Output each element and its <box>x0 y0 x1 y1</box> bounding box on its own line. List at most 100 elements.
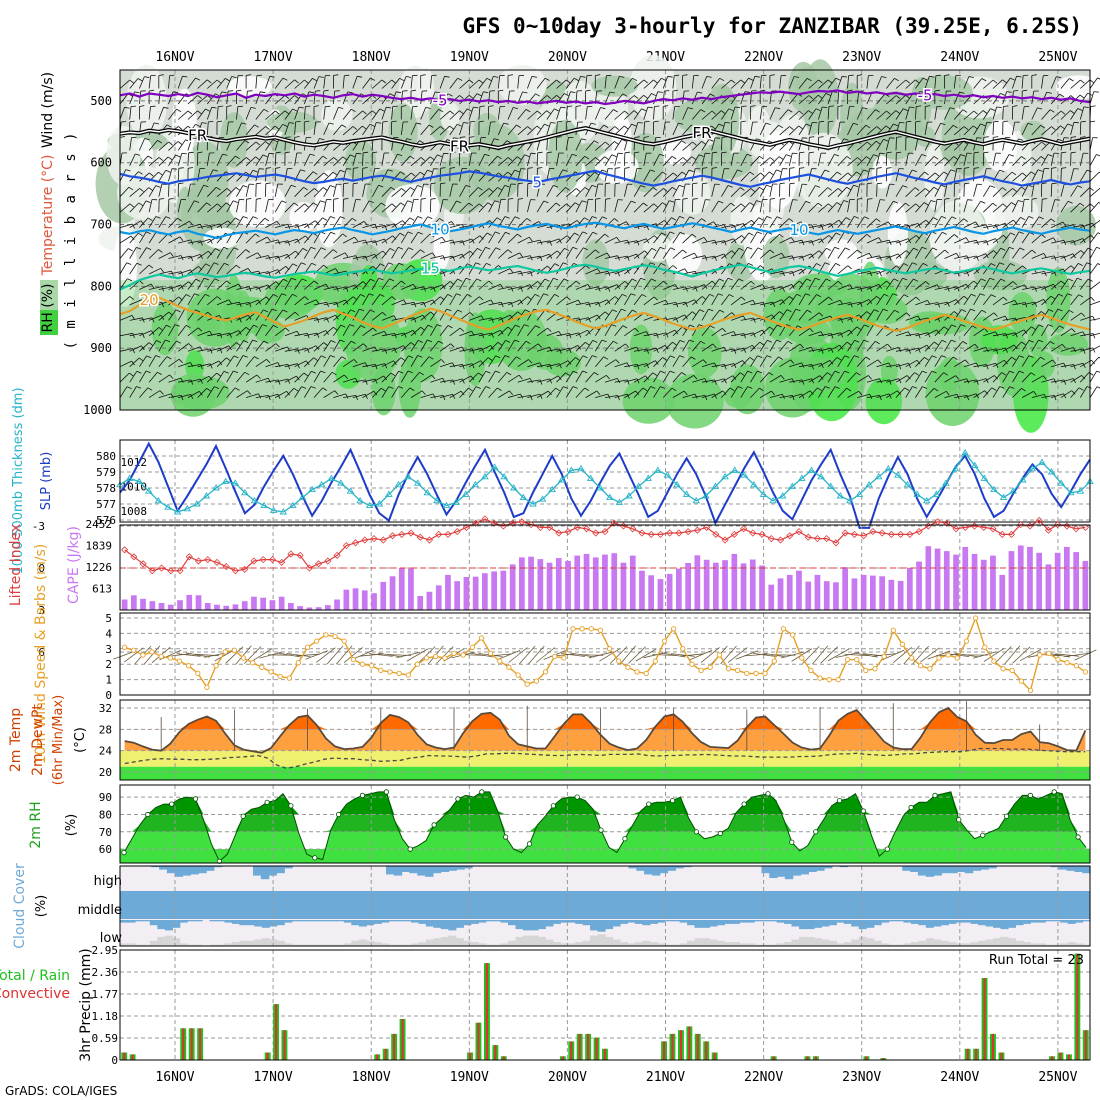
wind-barb <box>119 186 130 197</box>
wind-barb <box>420 124 430 136</box>
wind-barb-flag <box>801 393 805 399</box>
wind-barb-flag <box>879 378 882 384</box>
wind-barb <box>682 141 693 151</box>
wind-barb <box>323 216 331 228</box>
wind-barb <box>158 393 172 398</box>
wind-barb-flag <box>568 333 572 339</box>
wind-barb <box>187 110 198 120</box>
wind-barb <box>779 91 786 105</box>
wind-barb <box>1070 387 1080 398</box>
wind-barb-flag <box>244 140 250 144</box>
wind-barb-flag <box>625 343 630 348</box>
wind-barb-flag <box>260 91 266 94</box>
wind-barb <box>595 374 607 383</box>
wind-barb <box>1080 187 1090 197</box>
wind-barb <box>691 75 695 89</box>
wind-barb <box>662 231 671 244</box>
wind-barb-flag <box>850 317 853 323</box>
wind-barb-flag <box>304 79 309 84</box>
wind-barb-flag <box>782 286 785 292</box>
wind-barb <box>362 110 373 120</box>
wind-barb-flag <box>906 375 911 380</box>
wind-barb <box>517 296 528 306</box>
wind-barb <box>119 386 128 398</box>
thickness-point <box>721 472 729 480</box>
wind-barb-flag <box>1080 136 1086 138</box>
wind-barb-flag <box>772 286 776 292</box>
wind-barb-flag <box>1009 246 1015 250</box>
wind-barb-flag <box>320 355 326 359</box>
wind-barb-flag <box>135 153 141 156</box>
wind-barb <box>595 299 608 306</box>
wind-barb <box>701 379 715 383</box>
wind-tick: 5 <box>105 612 112 625</box>
wind-barb-flag <box>822 106 828 108</box>
wind-barb <box>973 364 987 368</box>
wind-barb-flag <box>388 262 394 265</box>
thickness-point <box>778 492 787 499</box>
wind-barb <box>614 239 628 244</box>
wind-barb-flag <box>1012 105 1018 107</box>
wind-barb-flag <box>171 168 177 170</box>
wind-barb <box>401 330 414 337</box>
wind-barb-flag <box>846 387 852 392</box>
contour-label: -5 <box>433 91 448 109</box>
day-label-bottom: 17NOV <box>254 1070 293 1085</box>
wind-barb-flag <box>772 302 776 307</box>
wind-barb <box>925 302 938 306</box>
wind-barb-flag <box>953 311 959 315</box>
panel-frame <box>119 69 1091 411</box>
wind-barb <box>362 77 371 89</box>
wind-barb-flag <box>1070 151 1076 154</box>
wind-barb <box>788 183 791 197</box>
wind-barb <box>827 357 838 367</box>
li-point <box>315 560 323 568</box>
wind-barb <box>1089 281 1100 290</box>
cape-bar <box>223 605 230 610</box>
wind-barb <box>216 91 223 105</box>
wind-barb <box>895 387 905 398</box>
rh-patch <box>126 64 167 139</box>
wind-barb <box>740 202 750 213</box>
li-point <box>712 530 720 538</box>
wind-barb-flag <box>1037 107 1043 110</box>
wind-barb <box>381 93 391 105</box>
wind-barb-flag <box>583 247 588 251</box>
wind-barb-flag <box>801 362 805 368</box>
wind-barb-flag <box>497 187 503 191</box>
wind-barb <box>168 324 176 337</box>
thickness-point <box>855 490 864 497</box>
wind-barb <box>692 255 706 259</box>
wind-barb <box>837 265 849 275</box>
wind-barb-flag <box>995 331 999 337</box>
wind-barb <box>391 202 401 213</box>
wind-barb-flag <box>857 74 863 76</box>
wind-barb-flag <box>914 372 919 376</box>
wind-barb <box>303 78 313 89</box>
wind-barb-flag <box>611 154 617 157</box>
wind-barb-flag <box>821 348 824 354</box>
wind-barb <box>129 317 143 321</box>
wind-barb <box>391 188 402 198</box>
wind-barb-flag <box>746 153 752 157</box>
wind-barb-flag <box>524 324 530 327</box>
wind-barb-flag <box>446 308 452 312</box>
wind-barb <box>294 235 306 244</box>
wind-barb-flag <box>879 271 882 277</box>
wind-barb <box>1002 106 1004 120</box>
rh-patch <box>591 75 638 97</box>
wind-barb-flag <box>893 200 899 204</box>
wind-barb-flag <box>573 77 579 81</box>
cape-bar <box>851 578 858 610</box>
wind-barb <box>905 315 919 321</box>
wind-barb-flag <box>564 93 569 97</box>
wind-barb-flag <box>190 379 194 385</box>
wind-barb <box>439 294 449 306</box>
wind-barb-flag <box>604 233 609 238</box>
wind-barb-flag <box>733 363 737 369</box>
wind-barb <box>730 360 743 368</box>
li-point <box>167 567 175 575</box>
wind-barb <box>342 218 353 228</box>
wind-barb <box>818 223 831 228</box>
wind-barb-flag <box>239 317 242 323</box>
